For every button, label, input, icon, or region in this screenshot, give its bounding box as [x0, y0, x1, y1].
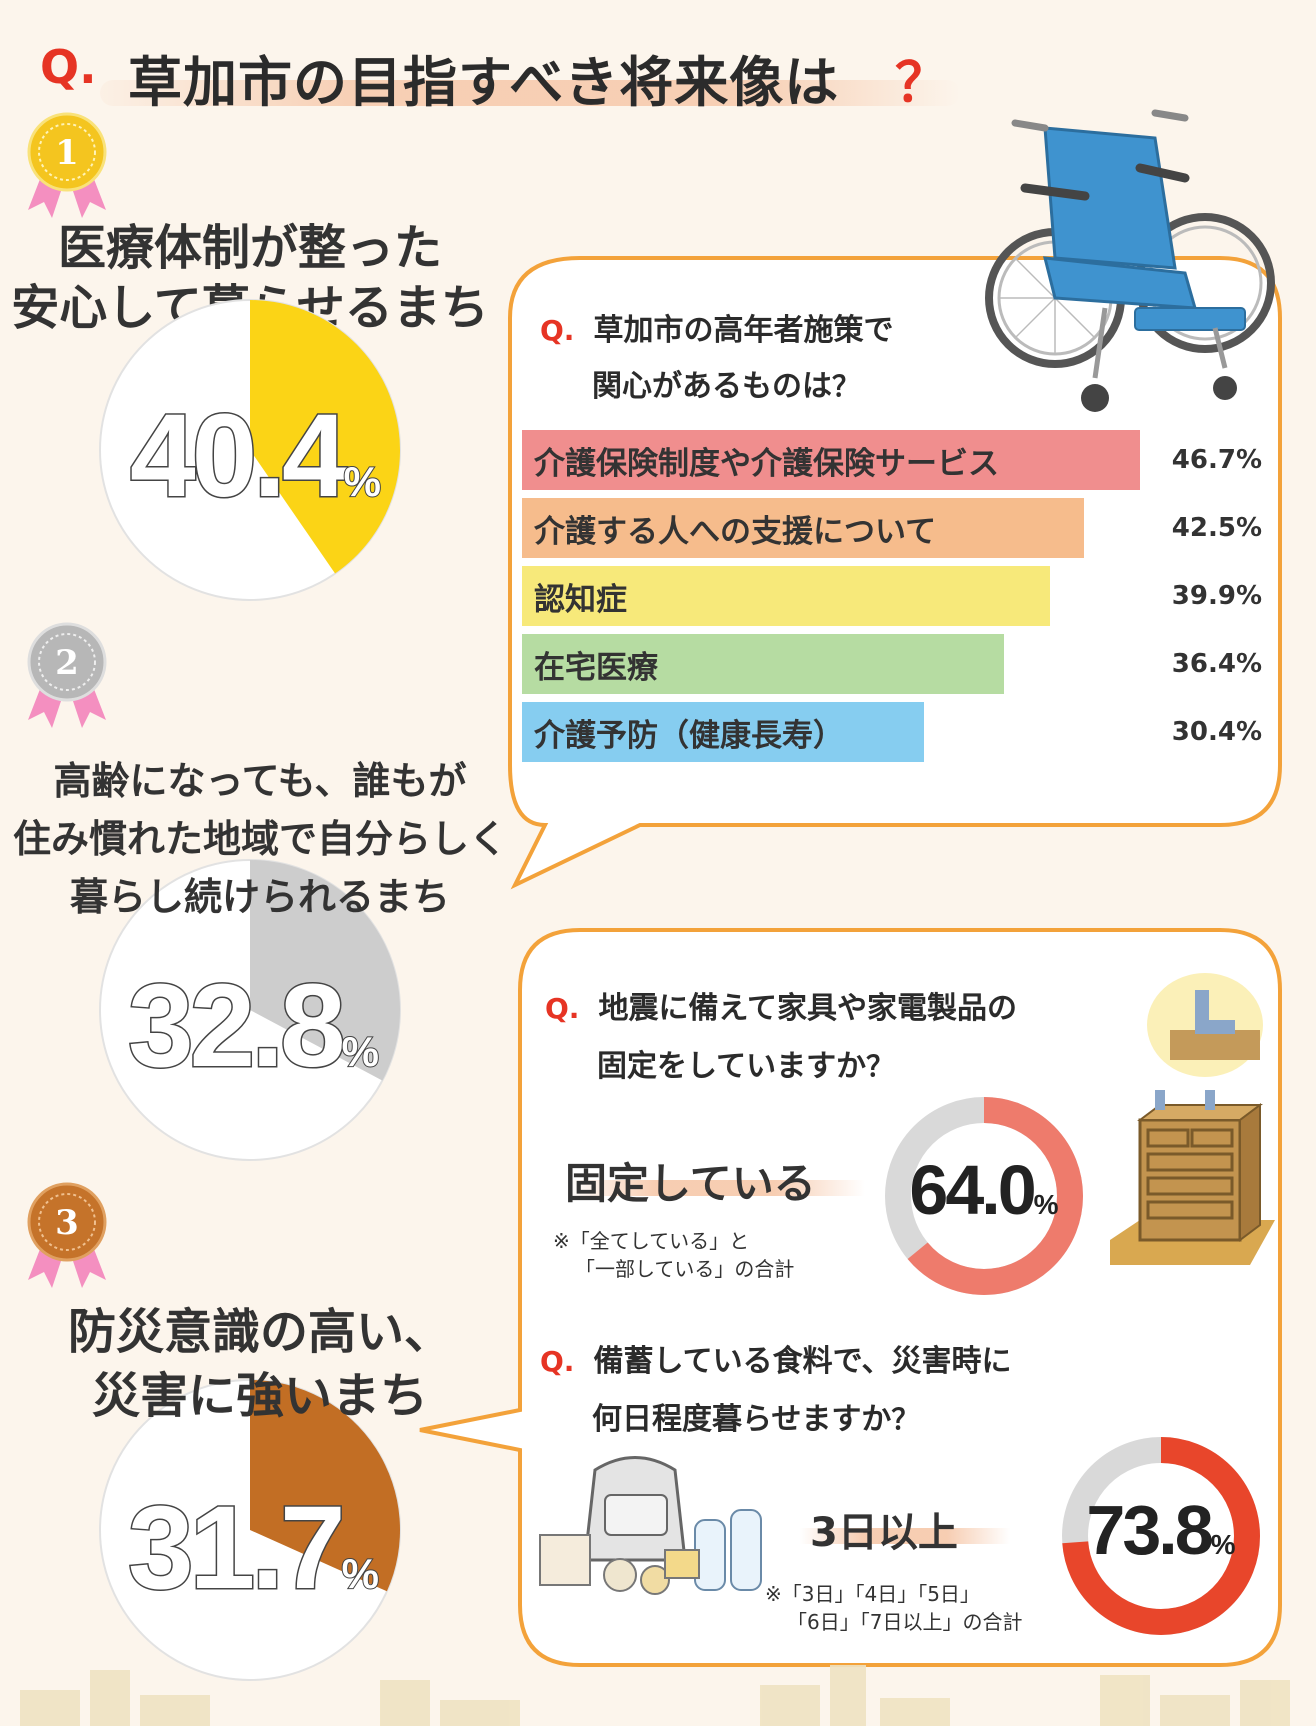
- rank1-pie-chart: [99, 299, 401, 601]
- elderly-bar-chart: 介護保険制度や介護保険サービス 46.7% 介護する人への支援について 42.5% 認知…: [522, 430, 1272, 770]
- furniture-note-line2: 「一部している」の合計: [575, 1257, 795, 1281]
- bar-value-2: 39.9%: [1171, 581, 1262, 611]
- furniture-donut-chart: [885, 1097, 1083, 1295]
- rank2-medal-icon: 2: [27, 622, 107, 728]
- rank3-percent-number: 31.7: [127, 1481, 348, 1616]
- furniture-answer-text: 固定している: [565, 1159, 816, 1208]
- food-note-line1: ※「3日」「4日」「5日」: [765, 1582, 980, 1606]
- bar-value-0: 46.7%: [1171, 445, 1262, 475]
- elderly-question-line2: 関心があるものは: [592, 369, 832, 404]
- town-silhouette: [20, 1665, 1290, 1726]
- rank1-number: 1: [55, 133, 79, 173]
- food-question: Q. 備蓄している食料で、災害時に 何日程度暮らせますか？: [540, 1335, 1011, 1451]
- rank2-line3: 暮らし続けられるまち: [69, 875, 450, 919]
- food-answer: 3日以上: [800, 1500, 1020, 1556]
- food-question-line1: 備蓄している食料で、災害時に: [593, 1344, 1012, 1379]
- bar-value-1: 42.5%: [1171, 513, 1262, 543]
- furniture-question-line2: 固定をしていますか: [597, 1049, 867, 1084]
- rank3-line1: 防災意識の高い、: [67, 1304, 452, 1360]
- rank2-line1: 高齢になっても、誰もが: [53, 759, 467, 803]
- furniture-percent: 64.0%: [878, 1150, 1090, 1230]
- food-percent-number: 73.8: [1086, 1491, 1213, 1569]
- food-percent: 73.8%: [1055, 1490, 1267, 1570]
- furniture-donut-value: [885, 1097, 1083, 1295]
- title-question-mark: ？: [895, 51, 949, 114]
- bar-label-2: 認知症: [534, 581, 627, 618]
- bar-label-4: 介護予防（健康長寿）: [534, 717, 844, 754]
- food-note: ※「3日」「4日」「5日」 「6日」「7日以上」の合計: [765, 1580, 1022, 1636]
- furniture-note: ※「全てしている」と 「一部している」の合計: [553, 1227, 794, 1283]
- elderly-question-line1: 草加市の高年者施策で: [593, 313, 894, 348]
- elderly-question-mark: ？: [832, 370, 861, 403]
- rank3-percent: 31.7%: [127, 1480, 381, 1616]
- rank2-pie-chart: [99, 859, 401, 1161]
- title-q-mark: Q.: [40, 40, 97, 94]
- bar-4: 介護予防（健康長寿）: [522, 702, 925, 762]
- rank3-pie-chart: [99, 1379, 401, 1681]
- bar-3: 在宅医療: [522, 634, 1004, 694]
- rank1-percent: 40.4%: [129, 388, 383, 524]
- rank2-percent-number: 32.8: [127, 959, 348, 1094]
- furniture-percent-number: 64.0: [909, 1151, 1036, 1229]
- food-percent-unit: %: [1210, 1529, 1236, 1560]
- furniture-answer-highlight: [565, 1180, 865, 1196]
- food-donut-chart: [1062, 1437, 1260, 1635]
- furniture-percent-unit: %: [1033, 1189, 1059, 1220]
- rank3-pie-slice: [250, 1380, 400, 1592]
- wheelchair-illustration: [985, 109, 1275, 412]
- bar-value-4: 30.4%: [1171, 717, 1262, 747]
- bar-label-1: 介護する人への支援について: [534, 513, 937, 550]
- rank3-title: 防災意識の高い、 災害に強いまち: [0, 1300, 520, 1428]
- rank1-medal-icon: 1: [27, 112, 107, 218]
- food-answer-highlight: [800, 1528, 1010, 1544]
- food-donut-value: [1062, 1437, 1260, 1635]
- rank2-number: 2: [55, 643, 79, 683]
- bar-0: 介護保険制度や介護保険サービス: [522, 430, 1140, 490]
- furniture-q-mark: Q.: [545, 992, 580, 1025]
- bar-label-3: 在宅医療: [534, 649, 658, 686]
- bar-1: 介護する人への支援について: [522, 498, 1085, 558]
- food-answer-text: 3日以上: [810, 1510, 958, 1556]
- food-question-line2: 何日程度暮らせますか: [592, 1402, 892, 1437]
- page-title: Q. 草加市の目指すべき将来像は ？: [40, 30, 970, 114]
- bar-2: 認知症: [522, 566, 1050, 626]
- rank2-line2: 住み慣れた地域で自分らしく: [12, 817, 507, 861]
- rank3-line2: 災害に強いまち: [91, 1368, 428, 1424]
- rank2-percent: 32.8%: [127, 958, 381, 1094]
- rank1-percent-number: 40.4: [129, 389, 350, 524]
- furniture-answer: 固定している: [565, 1150, 865, 1208]
- rank1-line1: 医療体制が整った: [57, 220, 442, 276]
- furniture-note-line1: ※「全てしている」と: [553, 1229, 750, 1253]
- furniture-question: Q. 地震に備えて家具や家電製品の 固定をしていますか？: [545, 982, 1017, 1098]
- bar-value-3: 36.4%: [1171, 649, 1262, 679]
- rank3-medal-icon: 3: [27, 1182, 107, 1288]
- food-note-line2: 「6日」「7日以上」の合計: [787, 1610, 1023, 1634]
- food-q-mark: Q.: [540, 1345, 575, 1378]
- elderly-q-mark: Q.: [540, 314, 575, 347]
- rank2-pie-slice: [250, 860, 400, 1081]
- title-text: 草加市の目指すべき将来像は: [128, 51, 840, 114]
- rank1-percent-unit: %: [343, 457, 382, 506]
- bar-label-0: 介護保険制度や介護保険サービス: [534, 445, 999, 482]
- rank2-title: 高齢になっても、誰もが 住み慣れた地域で自分らしく 暮らし続けられるまち: [0, 752, 520, 926]
- rank2-percent-unit: %: [341, 1027, 380, 1076]
- furniture-question-line1: 地震に備えて家具や家電製品の: [598, 991, 1018, 1026]
- dresser-illustration: [1110, 1090, 1275, 1265]
- food-question-mark: ？: [891, 1403, 920, 1436]
- furniture-question-mark: ？: [866, 1050, 895, 1083]
- title-highlight: [100, 80, 960, 106]
- rank3-number: 3: [55, 1203, 79, 1243]
- backpack-supplies-illustration: [539, 1456, 762, 1595]
- rank3-percent-unit: %: [341, 1549, 380, 1598]
- elderly-question: Q. 草加市の高年者施策で 関心があるものは？: [540, 305, 894, 417]
- bracket-icon: [1147, 973, 1263, 1077]
- rank1-pie-slice: [250, 300, 400, 574]
